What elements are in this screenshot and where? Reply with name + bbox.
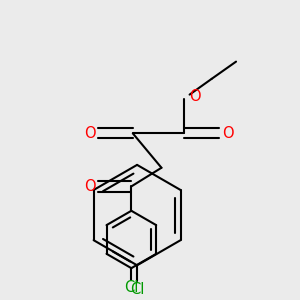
- Text: O: O: [84, 126, 95, 141]
- Text: Cl: Cl: [130, 283, 144, 298]
- Text: O: O: [84, 179, 95, 194]
- Text: Cl: Cl: [124, 280, 139, 296]
- Text: O: O: [222, 126, 233, 141]
- Text: O: O: [190, 88, 201, 104]
